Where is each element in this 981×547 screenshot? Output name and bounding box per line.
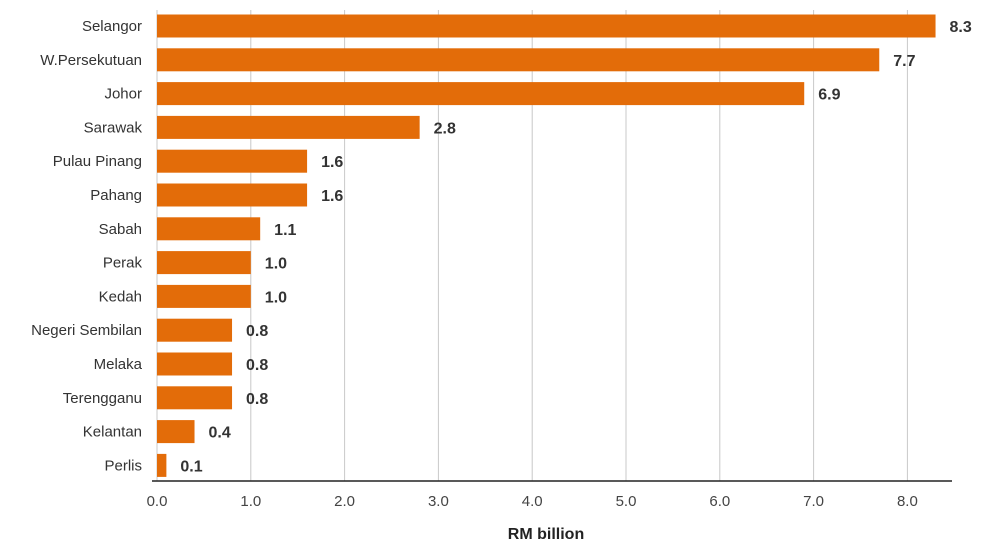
bar-sabah xyxy=(157,217,261,241)
value-label: 0.8 xyxy=(246,323,268,340)
category-label: Sarawak xyxy=(84,119,143,136)
bar-w-persekutuan xyxy=(157,48,880,72)
gridlines xyxy=(156,10,908,481)
bar-selangor xyxy=(157,14,936,38)
value-label: 1.6 xyxy=(321,188,343,205)
value-label: 0.1 xyxy=(180,458,202,475)
value-label: 0.8 xyxy=(246,357,268,374)
category-label: W.Persekutuan xyxy=(40,52,142,69)
bar-pulau-pinang xyxy=(157,149,308,173)
category-label: Perlis xyxy=(104,457,142,474)
category-label: Perak xyxy=(103,255,143,272)
value-label: 6.9 xyxy=(818,87,840,104)
value-labels: 8.3 7.7 6.9 2.8 1.6 1.6 1.1 1.0 1.0 0.8 0.8 0.8 0.4 0… xyxy=(180,19,972,475)
x-tick-labels: 0.0 1.0 2.0 3.0 4.0 5.0 6.0 7.0 8.0 xyxy=(147,493,918,510)
value-label: 0.4 xyxy=(209,425,231,442)
bars xyxy=(157,14,936,477)
bar-melaka xyxy=(157,352,233,376)
bar-negeri-sembilan xyxy=(157,318,233,342)
value-label: 0.8 xyxy=(246,391,268,408)
x-tick-label: 8.0 xyxy=(897,493,918,510)
bar-kedah xyxy=(157,284,251,308)
category-label: Sabah xyxy=(99,221,142,238)
x-tick-label: 6.0 xyxy=(709,493,730,510)
category-label: Negeri Sembilan xyxy=(31,322,142,339)
category-label: Kedah xyxy=(99,288,142,305)
category-label: Johor xyxy=(104,86,142,103)
x-tick-label: 2.0 xyxy=(334,493,355,510)
value-label: 8.3 xyxy=(950,19,972,36)
bar-pahang xyxy=(157,183,308,207)
bar-johor xyxy=(157,82,805,106)
bar-terengganu xyxy=(157,386,233,410)
x-tick-label: 5.0 xyxy=(616,493,637,510)
category-labels: Selangor W.Persekutuan Johor Sarawak Pulau P… xyxy=(31,18,143,474)
category-label: Terengganu xyxy=(63,390,142,407)
x-tick-label: 4.0 xyxy=(522,493,543,510)
category-label: Pulau Pinang xyxy=(53,153,142,170)
category-label: Kelantan xyxy=(83,424,142,441)
x-tick-label: 1.0 xyxy=(240,493,261,510)
bar-sarawak xyxy=(157,115,420,139)
bar-perak xyxy=(157,251,251,275)
x-tick-label: 3.0 xyxy=(428,493,449,510)
category-label: Pahang xyxy=(90,187,142,204)
value-label: 1.0 xyxy=(265,256,287,273)
x-tick-label: 7.0 xyxy=(803,493,824,510)
x-tick-label: 0.0 xyxy=(147,493,168,510)
value-label: 1.6 xyxy=(321,154,343,171)
value-label: 7.7 xyxy=(893,53,915,70)
bar-kelantan xyxy=(157,420,195,444)
value-label: 2.8 xyxy=(434,120,456,137)
bar-perlis xyxy=(157,453,167,477)
value-label: 1.1 xyxy=(274,222,296,239)
x-axis-title: RM billion xyxy=(508,526,584,543)
value-label: 1.0 xyxy=(265,289,287,306)
category-label: Melaka xyxy=(94,356,143,373)
category-label: Selangor xyxy=(82,18,142,35)
